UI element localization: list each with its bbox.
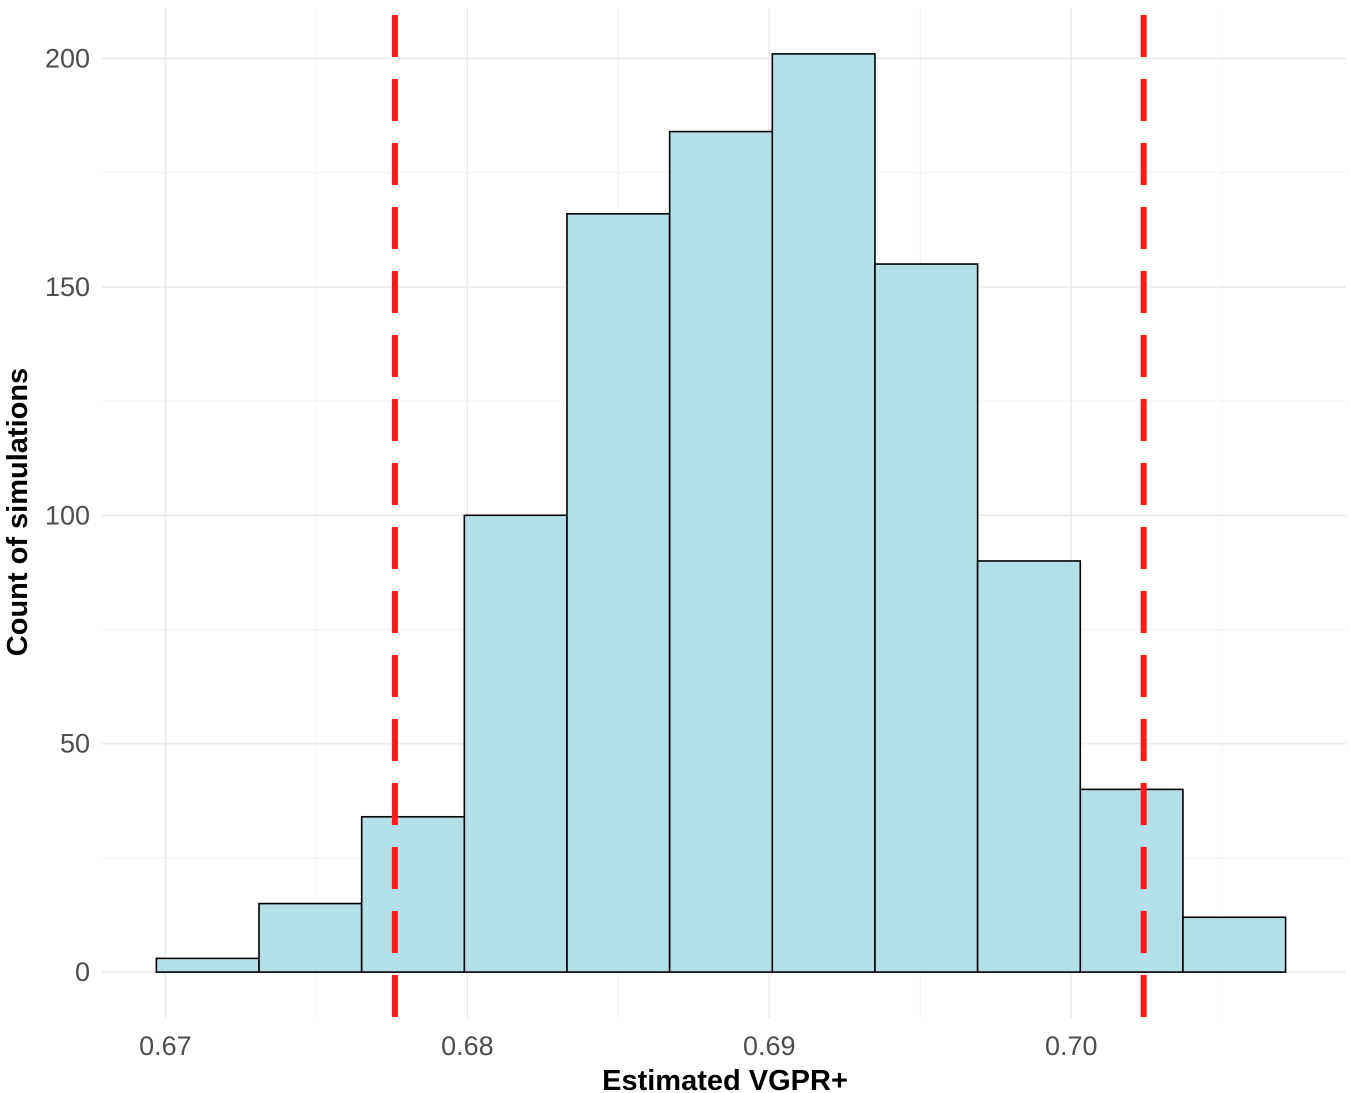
y-axis-title: Count of simulations: [2, 368, 34, 656]
y-tick-labels: 0 50 100 150 200: [45, 43, 90, 987]
histogram-bar: [566, 212, 671, 973]
histogram-bar: [668, 130, 774, 973]
x-axis-title: Estimated VGPR+: [602, 1065, 848, 1093]
histogram-bar: [1079, 788, 1184, 973]
y-tick-label: 200: [45, 43, 90, 73]
y-tick-label: 150: [45, 272, 90, 302]
histogram-bar: [976, 560, 1082, 973]
x-tick-label: 0.67: [139, 1031, 192, 1061]
x-tick-label: 0.68: [441, 1031, 494, 1061]
histogram-bar: [771, 53, 876, 973]
x-tick-label: 0.70: [1045, 1031, 1098, 1061]
histogram-bar: [360, 815, 466, 973]
histogram-bar: [874, 263, 979, 973]
y-tick-label: 100: [45, 500, 90, 530]
histogram-bar: [258, 902, 363, 973]
histogram-bar: [1182, 916, 1287, 973]
reference-lines: [391, 15, 1147, 1018]
x-tick-labels: 0.67 0.68 0.69 0.70: [139, 1031, 1097, 1061]
histogram-bar: [155, 957, 260, 973]
histogram-bar: [463, 514, 568, 973]
histogram-bars: [155, 53, 1287, 973]
y-tick-label: 50: [60, 729, 90, 759]
x-tick-label: 0.69: [743, 1031, 796, 1061]
y-tick-label: 0: [75, 957, 90, 987]
